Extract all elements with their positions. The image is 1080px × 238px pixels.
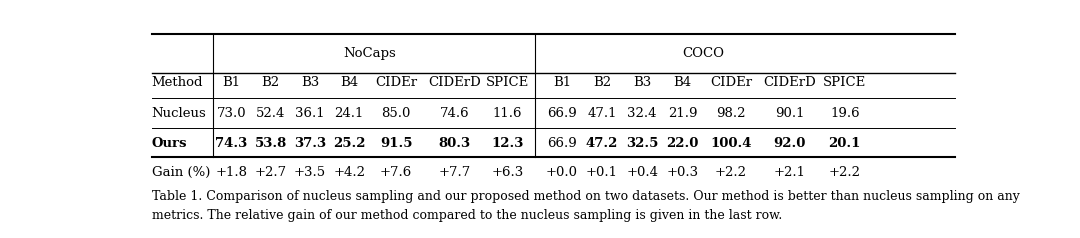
Text: COCO: COCO [683,47,725,60]
Text: 37.3: 37.3 [294,137,326,150]
Text: 90.1: 90.1 [774,107,805,120]
Text: SPICE: SPICE [486,76,529,89]
Text: +2.1: +2.1 [773,166,806,179]
Text: 52.4: 52.4 [256,107,285,120]
Text: 36.1: 36.1 [295,107,325,120]
Text: +7.6: +7.6 [380,166,413,179]
Text: 32.4: 32.4 [627,107,657,120]
Text: 11.6: 11.6 [492,107,523,120]
Text: +2.2: +2.2 [828,166,861,179]
Text: 92.0: 92.0 [773,137,806,150]
Text: CIDErD: CIDErD [429,76,481,89]
Text: +0.3: +0.3 [666,166,699,179]
Text: +1.8: +1.8 [215,166,247,179]
Text: Table 1. Comparison of nucleus sampling and our proposed method on two datasets.: Table 1. Comparison of nucleus sampling … [151,190,1020,222]
Text: Gain (%): Gain (%) [151,166,211,179]
Text: Nucleus: Nucleus [151,107,206,120]
Text: SPICE: SPICE [823,76,866,89]
Text: 100.4: 100.4 [711,137,752,150]
Text: 53.8: 53.8 [255,137,286,150]
Text: B3: B3 [633,76,651,89]
Text: 80.3: 80.3 [438,137,471,150]
Text: 47.2: 47.2 [585,137,618,150]
Text: +0.4: +0.4 [626,166,658,179]
Text: 20.1: 20.1 [828,137,861,150]
Text: 66.9: 66.9 [546,137,577,150]
Text: +0.1: +0.1 [586,166,618,179]
Text: Ours: Ours [151,137,187,150]
Text: NoCaps: NoCaps [343,47,395,60]
Text: 22.0: 22.0 [666,137,699,150]
Text: 73.0: 73.0 [216,107,246,120]
Text: 66.9: 66.9 [546,107,577,120]
Text: 19.6: 19.6 [829,107,860,120]
Text: +0.0: +0.0 [545,166,578,179]
Text: 91.5: 91.5 [380,137,413,150]
Text: 98.2: 98.2 [716,107,745,120]
Text: 21.9: 21.9 [667,107,698,120]
Text: 25.2: 25.2 [333,137,365,150]
Text: B1: B1 [553,76,571,89]
Text: CIDErD: CIDErD [764,76,815,89]
Text: +3.5: +3.5 [294,166,326,179]
Text: Method: Method [151,76,203,89]
Text: B3: B3 [301,76,319,89]
Text: B2: B2 [261,76,280,89]
Text: B2: B2 [593,76,611,89]
Text: 74.6: 74.6 [440,107,470,120]
Text: CIDEr: CIDEr [375,76,417,89]
Text: +7.7: +7.7 [438,166,471,179]
Text: 74.3: 74.3 [215,137,247,150]
Text: 47.1: 47.1 [588,107,617,120]
Text: 12.3: 12.3 [491,137,524,150]
Text: 32.5: 32.5 [626,137,659,150]
Text: B4: B4 [673,76,691,89]
Text: +6.3: +6.3 [491,166,524,179]
Text: 24.1: 24.1 [335,107,364,120]
Text: 85.0: 85.0 [381,107,410,120]
Text: CIDEr: CIDEr [710,76,752,89]
Text: B1: B1 [222,76,241,89]
Text: +2.7: +2.7 [255,166,286,179]
Text: B4: B4 [340,76,359,89]
Text: +4.2: +4.2 [334,166,365,179]
Text: +2.2: +2.2 [715,166,747,179]
